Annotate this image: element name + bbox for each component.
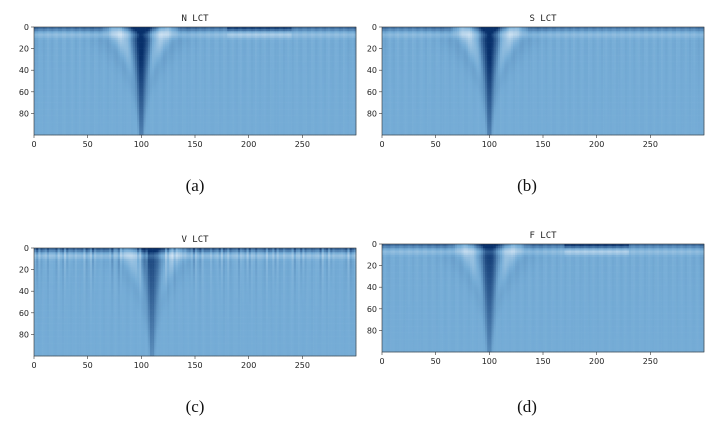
x-tick-label: 0	[379, 357, 384, 366]
y-tick-label: 80	[19, 109, 29, 118]
heatmap-cells	[382, 27, 705, 136]
caption-d: (d)	[497, 397, 557, 417]
y-tick-label: 20	[19, 266, 29, 275]
y-tick-label: 0	[372, 240, 377, 249]
heatmap-cells	[34, 27, 357, 136]
y-tick-label: 60	[367, 88, 377, 97]
x-tick-label: 0	[379, 140, 384, 149]
y-tick-label: 40	[367, 66, 377, 75]
x-tick-label: 50	[83, 140, 93, 149]
panel-title: F LCT	[529, 231, 557, 241]
x-tick-label: 250	[295, 140, 310, 149]
x-tick-label: 150	[535, 140, 550, 149]
heatmap-cells	[34, 248, 357, 357]
x-tick-label: 150	[535, 357, 550, 366]
x-tick-label: 200	[241, 140, 256, 149]
heatmap-svg: S LCT 0 50 100 150 200 250 0 20 40 60 80	[367, 14, 705, 149]
y-tick-label: 60	[19, 88, 29, 97]
x-tick-label: 200	[589, 357, 604, 366]
y-tick-label: 60	[19, 309, 29, 318]
x-tick-label: 250	[643, 357, 658, 366]
x-tick-label: 200	[589, 140, 604, 149]
x-tick-label: 50	[83, 361, 93, 370]
x-tick-label: 0	[31, 140, 36, 149]
y-tick-label: 80	[19, 330, 29, 339]
caption-b: (b)	[497, 176, 557, 196]
y-tick-label: 60	[367, 305, 377, 314]
x-tick-label: 50	[431, 140, 441, 149]
y-tick-label: 20	[367, 262, 377, 271]
heatmap-svg: N LCT 0 50 100 150 200 250 0 20 40 60 80	[19, 14, 357, 149]
heatmap-panel-n-lct: N LCT 0 50 100 150 200 250 0 20 40 60 80	[14, 6, 362, 153]
heatmap-panel-s-lct: S LCT 0 50 100 150 200 250 0 20 40 60 80	[362, 6, 710, 153]
x-tick-label: 150	[187, 361, 202, 370]
x-tick-label: 250	[643, 140, 658, 149]
caption-c: (c)	[165, 397, 225, 417]
x-tick-label: 100	[134, 361, 149, 370]
y-tick-label: 20	[367, 45, 377, 54]
x-tick-label: 50	[431, 357, 441, 366]
y-tick-label: 40	[19, 66, 29, 75]
panel-title: V LCT	[181, 235, 209, 245]
y-tick-label: 80	[367, 109, 377, 118]
heatmap-panel-v-lct: V LCT 0 50 100 150 200 250 0 20 40 60 80	[12, 227, 362, 374]
heatmap-svg: V LCT 0 50 100 150 200 250 0 20 40 60 80	[19, 235, 357, 370]
y-tick-label: 80	[367, 326, 377, 335]
panel-title: N LCT	[181, 14, 209, 24]
x-tick-label: 250	[295, 361, 310, 370]
caption-a: (a)	[165, 176, 225, 196]
heatmap-cells	[382, 244, 705, 353]
heatmap-svg: F LCT 0 50 100 150 200 250 0 20 40 60 80	[367, 231, 705, 366]
x-tick-label: 100	[134, 140, 149, 149]
x-tick-label: 0	[31, 361, 36, 370]
heatmap-panel-f-lct: F LCT 0 50 100 150 200 250 0 20 40 60 80	[362, 223, 710, 370]
x-tick-label: 100	[482, 357, 497, 366]
y-tick-label: 0	[24, 244, 29, 253]
panel-title: S LCT	[529, 14, 557, 24]
y-tick-label: 20	[19, 45, 29, 54]
x-tick-label: 200	[241, 361, 256, 370]
y-tick-label: 40	[367, 283, 377, 292]
x-tick-label: 100	[482, 140, 497, 149]
y-tick-label: 40	[19, 287, 29, 296]
y-tick-label: 0	[372, 23, 377, 32]
x-tick-label: 150	[187, 140, 202, 149]
y-tick-label: 0	[24, 23, 29, 32]
